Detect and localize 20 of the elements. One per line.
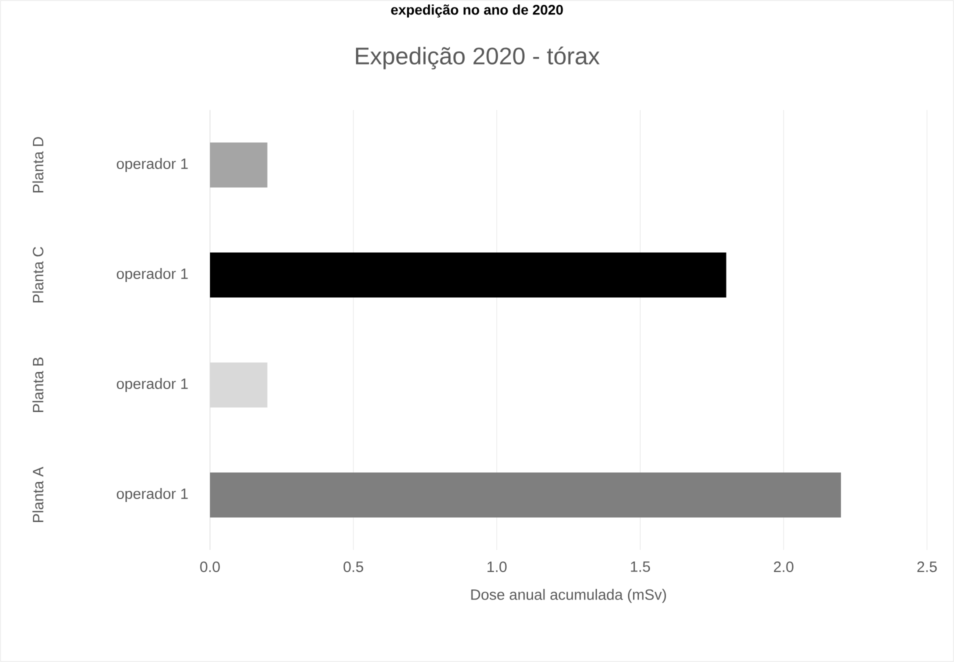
- text: Planta D: [32, 137, 44, 192]
- bar: [210, 142, 268, 188]
- y-tick-label: operador 1: [116, 158, 188, 172]
- y-tick-label: operador 1: [116, 268, 188, 282]
- bar: [210, 252, 726, 298]
- text: Planta A: [32, 466, 44, 522]
- y-tick-label: operador 1: [116, 378, 188, 392]
- x-axis-title: Dose anual acumulada (mSv): [471, 588, 666, 603]
- x-tick-label: 0.0: [200, 562, 220, 572]
- bar: [210, 472, 841, 518]
- x-tick-label: 0.5: [344, 562, 364, 572]
- y-tick-label: operador 1: [116, 488, 188, 502]
- text: expedição no ano de 2020: [391, 4, 563, 18]
- x-tick-label: 1.5: [630, 562, 650, 572]
- chart-title: Expedição 2020 - tórax: [356, 46, 600, 70]
- x-tick-label: 2.0: [774, 562, 794, 572]
- text: Planta B: [32, 358, 44, 412]
- text: Planta C: [32, 246, 44, 302]
- x-tick-label: 2.5: [917, 562, 937, 572]
- x-tick-label: 1.0: [488, 562, 507, 572]
